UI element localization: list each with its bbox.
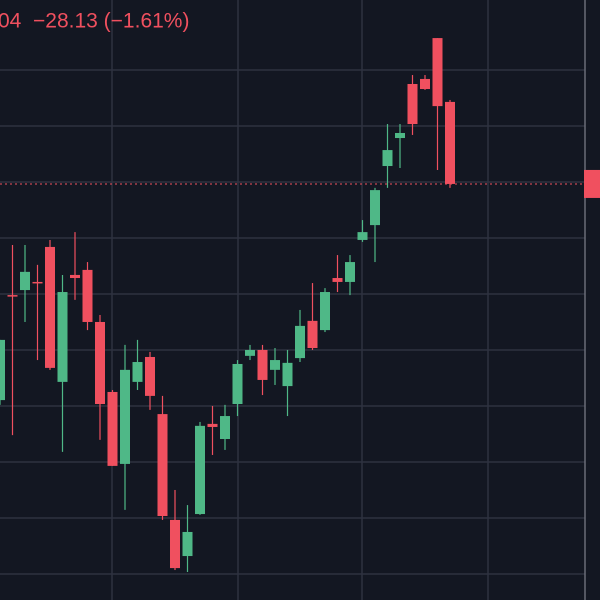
candle-body [295,325,305,359]
candle-body [45,246,55,368]
candle-body [270,360,280,370]
candle-body [320,292,330,331]
candle-body [370,190,380,226]
candle-body [170,519,180,569]
candle-body [145,356,155,396]
candle-body [132,362,143,382]
candle-body [420,78,430,90]
candle-body [445,101,455,184]
vertical-grid [111,0,489,600]
candle-body [195,425,205,515]
candle-body [332,278,343,282]
candle-body [395,132,405,139]
candle-body [57,292,68,382]
candle-body [120,369,130,464]
candle-body [232,363,243,405]
candle-body [357,232,368,240]
candle-body [345,262,355,282]
candle-body [220,416,230,440]
candle-body [245,349,255,356]
candle-body [382,150,393,167]
candle-body [157,414,168,517]
candle-body [20,271,30,291]
candle-body [182,531,193,557]
candle-body [107,391,118,466]
candle-body [307,320,318,349]
last-price-label [584,169,600,198]
candle-body [257,349,268,380]
candle-body [82,269,93,322]
candle-body [432,38,443,107]
candle-body [0,339,5,401]
header-change: 04 −28.13 (−1.61%) [0,10,189,33]
candle-body [32,281,43,284]
candle-body [282,362,293,387]
candle-body [207,423,218,427]
candle-body [7,295,18,297]
candle-body [407,83,418,125]
candle-body [95,321,105,405]
candle-body [70,274,80,279]
